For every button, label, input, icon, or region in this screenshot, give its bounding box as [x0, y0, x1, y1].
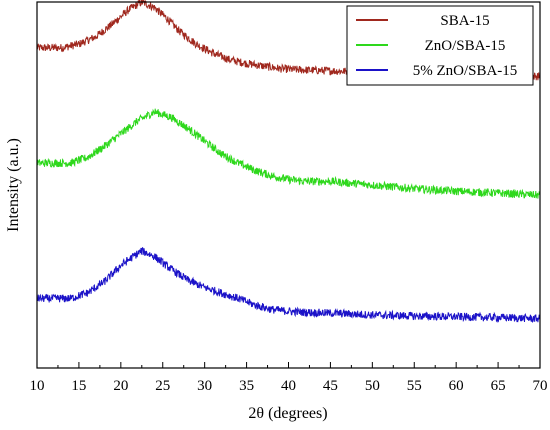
x-tick-label: 70	[533, 378, 548, 394]
x-tick-label: 30	[197, 378, 212, 394]
x-tick-label: 60	[449, 378, 464, 394]
x-axis-ticks: 10 15 20 25 30 35 40 45 50 55 60 65 70	[30, 362, 548, 394]
x-tick-label: 35	[239, 378, 254, 394]
series-line-1	[36, 108, 541, 199]
series-line-2	[36, 247, 541, 324]
x-tick-label: 50	[365, 378, 380, 394]
x-tick-label: 15	[71, 378, 86, 394]
legend: SBA-15 ZnO/SBA-15 5% ZnO/SBA-15	[346, 5, 534, 86]
legend-label: ZnO/SBA-15	[425, 38, 506, 54]
x-tick-label: 25	[155, 378, 170, 394]
x-tick-label: 65	[491, 378, 506, 394]
x-tick-label: 55	[407, 378, 422, 394]
x-tick-label: 45	[323, 378, 338, 394]
legend-label: 5% ZnO/SBA-15	[413, 63, 518, 79]
x-axis-title: 2θ (degrees)	[248, 405, 327, 422]
x-tick-label: 40	[281, 378, 296, 394]
x-tick-label: 20	[113, 378, 128, 394]
x-tick-label: 10	[30, 378, 45, 394]
y-axis-title: Intensity (a.u.)	[5, 138, 22, 232]
legend-label: SBA-15	[440, 13, 489, 29]
